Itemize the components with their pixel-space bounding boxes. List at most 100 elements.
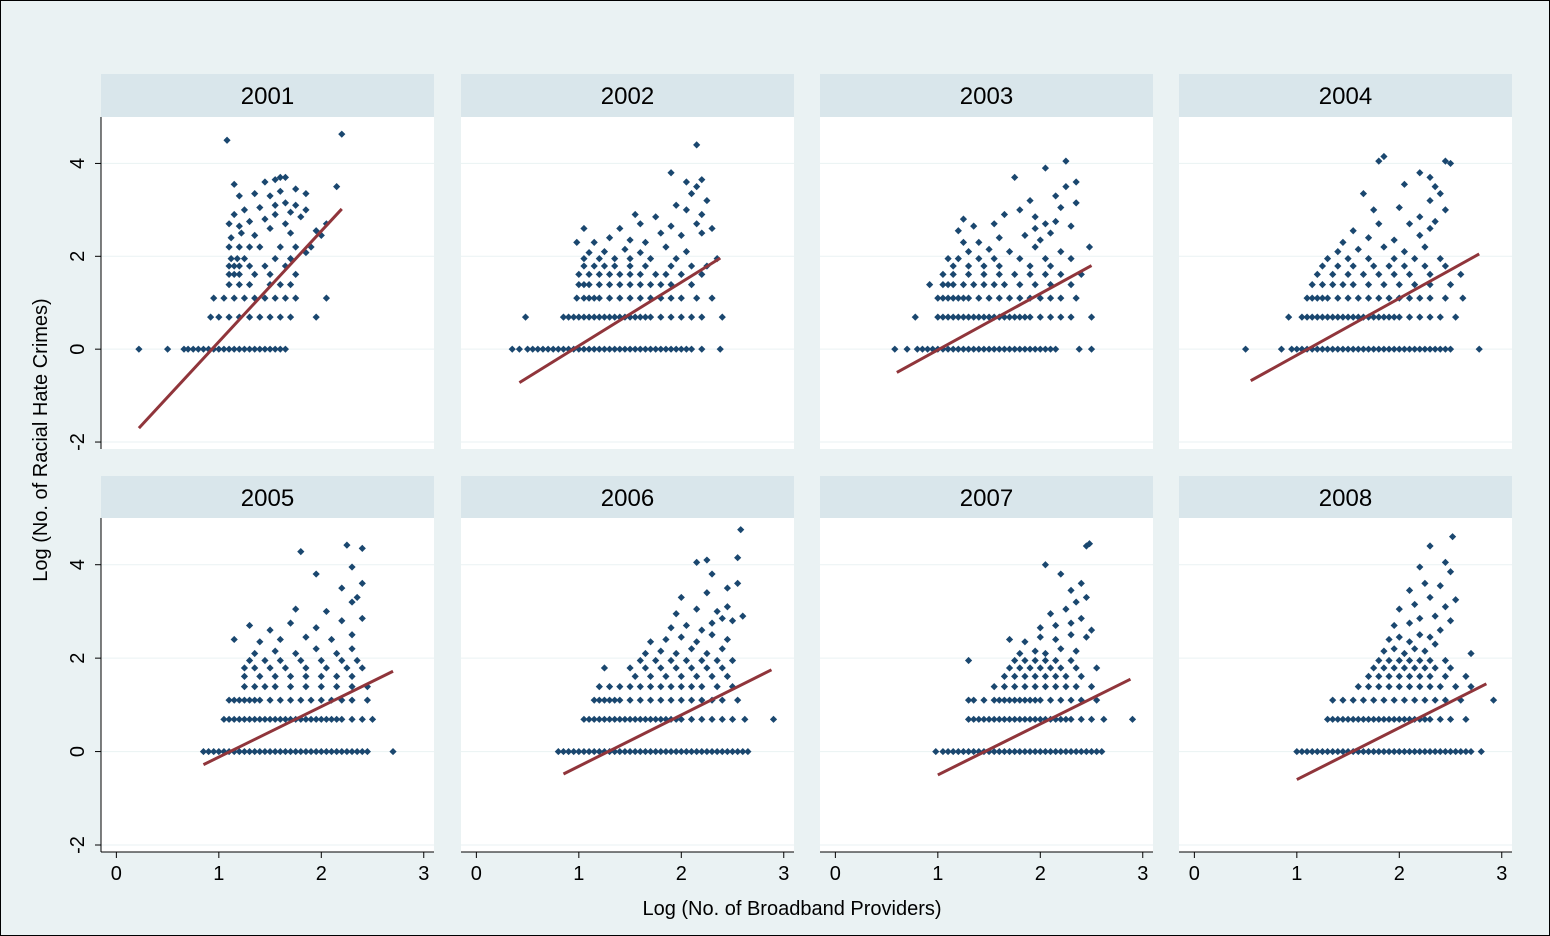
- scatter-point: [1026, 715, 1034, 723]
- scatter-point: [964, 248, 973, 256]
- facet-panel-2005: 2005 -2 0 2 4 0 1 2 3: [67, 476, 434, 885]
- scatter-point: [682, 248, 691, 256]
- scatter-point: [1359, 345, 1368, 353]
- scatter-point: [595, 696, 603, 704]
- scatter-point: [235, 696, 243, 704]
- scatter-point: [970, 345, 978, 353]
- scatter-point: [570, 747, 578, 756]
- scatter-point: [698, 176, 706, 184]
- scatter-point: [348, 631, 356, 639]
- scatter-point: [667, 294, 675, 302]
- scatter-point: [276, 696, 284, 704]
- scatter-point: [626, 664, 634, 672]
- scatter-point: [1416, 631, 1424, 639]
- scatter-point: [1067, 255, 1075, 263]
- scatter-point: [251, 747, 259, 756]
- scatter-point: [698, 683, 706, 691]
- scatter-point: [662, 635, 670, 644]
- scatter-point: [1436, 715, 1444, 723]
- scatter-point: [970, 696, 978, 704]
- scatter-point: [1334, 345, 1342, 353]
- scatter-point: [595, 747, 603, 756]
- scatter-point: [959, 215, 968, 223]
- scatter-point: [616, 294, 624, 302]
- scatter-point: [1075, 345, 1083, 353]
- scatter-point: [580, 313, 588, 321]
- scatter-point: [616, 313, 624, 321]
- scatter-point: [521, 313, 530, 321]
- scatter-point: [631, 210, 639, 219]
- scatter-point: [1011, 672, 1019, 680]
- x-tick-label: 2: [316, 863, 327, 885]
- scatter-point: [698, 656, 706, 665]
- scatter-point: [718, 696, 726, 704]
- scatter-point: [245, 656, 254, 665]
- scatter-point: [646, 696, 655, 704]
- scatter-point: [636, 345, 644, 353]
- scatter-point: [626, 696, 634, 704]
- scatter-point: [251, 715, 259, 723]
- scatter-point: [1077, 672, 1085, 680]
- scatter-point: [575, 270, 583, 279]
- scatter-point: [554, 747, 562, 756]
- scatter-point: [1334, 715, 1342, 723]
- facet-strip: [820, 476, 1153, 519]
- scatter-point: [1298, 313, 1306, 321]
- scatter-point: [1041, 683, 1050, 691]
- x-tick-label: 2: [1035, 863, 1046, 885]
- scatter-point: [1128, 715, 1137, 723]
- scatter-point: [949, 747, 957, 756]
- scatter-point: [698, 210, 706, 219]
- scatter-point: [682, 747, 691, 756]
- scatter-point: [716, 345, 724, 353]
- scatter-point: [1057, 664, 1065, 672]
- scatter-point: [276, 345, 284, 353]
- scatter-point: [1385, 672, 1393, 680]
- facet-panel-2006: 2006 0 1 2 3: [461, 476, 794, 885]
- y-tick-label: 0: [67, 746, 89, 757]
- scatter-point: [657, 294, 665, 302]
- scatter-point: [245, 715, 254, 723]
- scatter-point: [641, 715, 650, 723]
- scatter-point: [1339, 715, 1347, 723]
- scatter-point: [286, 208, 295, 216]
- scatter-point: [1021, 696, 1029, 704]
- scatter-point: [1446, 747, 1455, 756]
- scatter-point: [1446, 568, 1455, 576]
- scatter-point: [1031, 647, 1039, 655]
- scatter-point: [1364, 294, 1373, 302]
- scatter-point: [718, 614, 726, 623]
- scatter-point: [1385, 262, 1393, 270]
- scatter-point: [703, 196, 711, 205]
- scatter-point: [1431, 747, 1439, 756]
- scatter-point: [1431, 217, 1439, 226]
- plot-area: [820, 117, 1153, 449]
- scatter-point: [616, 281, 624, 289]
- facet-title: 2006: [601, 485, 654, 512]
- scatter-point: [1370, 747, 1378, 756]
- plot-area: [1179, 117, 1512, 449]
- scatter-point: [245, 243, 254, 251]
- scatter-point: [913, 345, 921, 353]
- fit-line: [1249, 252, 1480, 383]
- scatter-point: [1426, 633, 1434, 641]
- scatter-point: [1072, 647, 1080, 655]
- scatter-point: [713, 607, 721, 616]
- scatter-point: [1364, 715, 1373, 723]
- scatter-point: [312, 715, 320, 723]
- scatter-point: [975, 747, 983, 756]
- scatter-point: [292, 270, 300, 279]
- scatter-point: [1380, 664, 1388, 672]
- scatter-point: [1313, 747, 1321, 756]
- scatter-point: [652, 656, 660, 665]
- scatter-point: [1385, 635, 1393, 644]
- scatter-point: [1426, 313, 1434, 321]
- scatter-point: [652, 715, 660, 723]
- scatter-point: [1370, 664, 1378, 672]
- scatter-point: [667, 345, 675, 353]
- scatter-point: [1395, 715, 1403, 723]
- scatter-point: [1052, 672, 1060, 680]
- scatter-point: [970, 222, 978, 230]
- scatter-point: [1000, 313, 1009, 321]
- scatter-point: [343, 541, 351, 549]
